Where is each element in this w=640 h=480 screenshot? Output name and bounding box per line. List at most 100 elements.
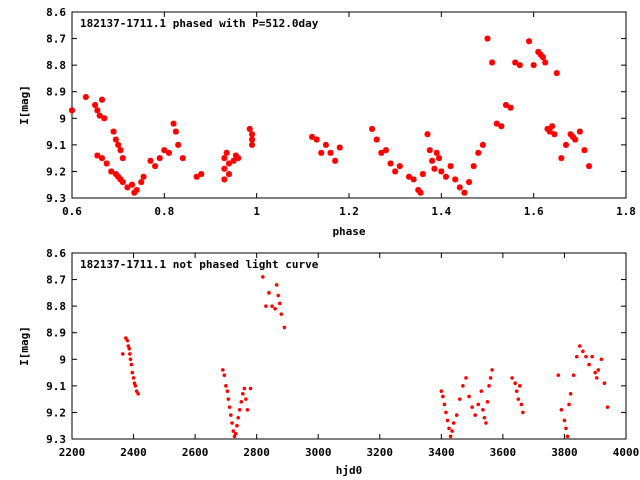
x-tick-label: 2200	[59, 446, 86, 459]
data-point	[127, 346, 132, 351]
chart-title-bottom: 182137-1711.1 not phased light curve	[80, 258, 319, 271]
data-point	[542, 59, 549, 66]
data-point	[581, 147, 588, 154]
data-point	[518, 384, 522, 388]
data-point	[556, 373, 561, 378]
data-point	[512, 59, 519, 66]
data-point	[115, 141, 122, 148]
data-point	[261, 275, 265, 279]
data-point	[273, 307, 277, 311]
data-point	[229, 413, 233, 417]
data-point	[510, 376, 514, 380]
x-tick-label: 4000	[613, 446, 640, 459]
x-tick-label: 1	[253, 205, 260, 218]
data-point	[599, 357, 604, 362]
data-point	[101, 115, 108, 122]
data-point	[516, 397, 521, 401]
data-point	[128, 357, 133, 362]
data-point	[99, 155, 106, 162]
x-tick-label: 1.4	[431, 205, 451, 218]
data-point	[417, 189, 424, 196]
data-point	[382, 147, 389, 154]
data-point	[392, 168, 399, 175]
axis-ticks-bottom: 2200 2400 2600 2800 3000 3200 3400 3600 3800 4000…	[46, 247, 639, 459]
data-point	[239, 400, 244, 404]
data-point	[493, 120, 500, 127]
data-points-top	[69, 35, 593, 196]
y-tick-label: 8.9	[46, 327, 66, 340]
data-point	[564, 426, 568, 431]
data-point	[236, 415, 240, 420]
data-point	[410, 176, 417, 183]
y-tick-label: 8.6	[46, 247, 66, 260]
data-point	[120, 352, 125, 356]
data-point	[485, 400, 490, 404]
x-axis-label-top: phase	[332, 225, 365, 238]
data-point	[507, 104, 514, 111]
data-point	[461, 189, 468, 196]
data-point	[447, 163, 454, 170]
data-point	[578, 344, 582, 348]
data-point	[161, 147, 168, 154]
data-point	[488, 376, 493, 380]
data-point	[119, 179, 126, 186]
data-point	[373, 136, 380, 143]
data-point	[152, 163, 159, 170]
data-point	[568, 392, 573, 396]
y-tick-label: 8.7	[46, 33, 66, 46]
data-point	[516, 62, 523, 69]
data-point	[124, 336, 128, 340]
data-point	[539, 54, 546, 61]
x-tick-label: 3800	[551, 446, 578, 459]
data-point	[223, 149, 230, 156]
data-point	[140, 173, 147, 180]
data-point	[124, 184, 131, 191]
data-point	[596, 368, 601, 372]
data-point	[530, 62, 537, 69]
data-point	[502, 102, 509, 108]
data-point	[476, 402, 481, 407]
chart-title-top: 182137-1711.1 phased with P=512.0day	[80, 17, 319, 30]
data-point	[69, 107, 75, 114]
data-point	[470, 405, 474, 409]
data-point	[572, 136, 579, 143]
data-point	[482, 415, 487, 420]
data-point	[267, 291, 271, 295]
data-point	[447, 426, 451, 431]
data-point	[322, 141, 329, 148]
data-point	[586, 163, 593, 170]
data-point	[175, 141, 182, 148]
data-point	[225, 389, 230, 393]
data-point	[336, 144, 343, 151]
data-point	[433, 149, 440, 156]
plot-frame-bottom	[71, 252, 627, 440]
data-point	[444, 410, 448, 415]
y-tick-label: 8.8	[46, 59, 66, 72]
data-point	[487, 384, 491, 388]
data-point	[571, 373, 576, 378]
data-point	[464, 376, 468, 380]
data-point	[484, 35, 491, 42]
data-point	[576, 128, 583, 135]
data-point	[513, 381, 517, 386]
data-point	[274, 283, 279, 287]
data-point	[221, 155, 228, 162]
y-tick-label: 9.1	[46, 380, 66, 393]
data-point	[277, 301, 282, 306]
y-tick-label: 9.1	[46, 139, 66, 152]
data-point	[602, 381, 607, 386]
data-point	[237, 407, 242, 412]
data-point	[94, 107, 101, 114]
data-point	[458, 397, 462, 401]
data-point	[369, 125, 376, 132]
data-point	[225, 160, 232, 167]
data-point	[479, 389, 484, 393]
data-point	[249, 141, 256, 148]
y-tick-label: 8.6	[46, 6, 66, 19]
data-point	[244, 397, 248, 401]
x-tick-label: 3600	[490, 446, 517, 459]
data-point	[309, 133, 316, 140]
data-point	[605, 405, 610, 409]
data-point	[227, 405, 232, 409]
data-point	[248, 386, 253, 391]
